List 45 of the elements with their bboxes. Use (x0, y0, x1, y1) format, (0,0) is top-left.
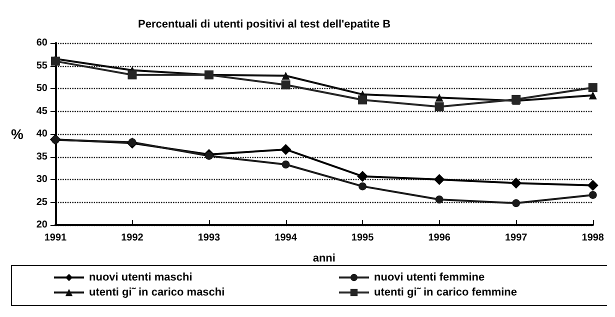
point (358, 95, 368, 104)
point (128, 138, 136, 146)
point (435, 196, 444, 204)
x-tick-label: 1994 (274, 232, 298, 244)
legend-label: utenti gi˜ in carico femmine (374, 286, 518, 298)
point (358, 182, 367, 190)
y-tick-label: 45 (36, 106, 48, 117)
y-tick-label: 40 (36, 128, 48, 140)
point (205, 152, 213, 160)
x-tick-label: 1998 (582, 232, 604, 244)
point (434, 102, 444, 112)
point (435, 94, 444, 102)
y-tick-label: 20 (36, 220, 48, 230)
point (281, 80, 290, 90)
x-tick-label: 1992 (121, 232, 144, 244)
point (357, 170, 368, 182)
point (587, 180, 598, 191)
legend-label: utenti gi˜ in carico maschi (89, 286, 225, 298)
legend-label: nuovi utenti femmine (374, 272, 485, 284)
legend-label: nuovi utenti maschi (89, 272, 192, 284)
point (510, 178, 522, 189)
point (50, 56, 60, 66)
chart-title: Percentuali di utenti positivi al test dell'epatite B (138, 18, 391, 30)
y-tick-label: 60 (36, 38, 48, 48)
point (434, 174, 445, 185)
x-tick-label: 1993 (198, 232, 221, 244)
point (512, 199, 520, 208)
y-tick-label: 30 (36, 174, 48, 185)
x-tick-label: 1996 (428, 232, 451, 244)
y-tick-label: 55 (36, 60, 48, 72)
y-axis-title: % (10, 126, 24, 142)
y-tick-label: 50 (36, 83, 48, 94)
point (280, 144, 292, 155)
point (588, 190, 597, 199)
x-tick-label: 1991 (44, 232, 68, 244)
point (128, 70, 137, 80)
point (588, 91, 597, 100)
point (282, 160, 290, 168)
x-tick-label: 1995 (351, 232, 374, 244)
point (282, 72, 290, 80)
y-tick-label: 25 (36, 196, 48, 208)
point (588, 83, 598, 92)
y-tick-label: 35 (36, 151, 48, 162)
x-tick-label: 1997 (504, 232, 528, 244)
x-axis-title: anni (312, 252, 336, 264)
